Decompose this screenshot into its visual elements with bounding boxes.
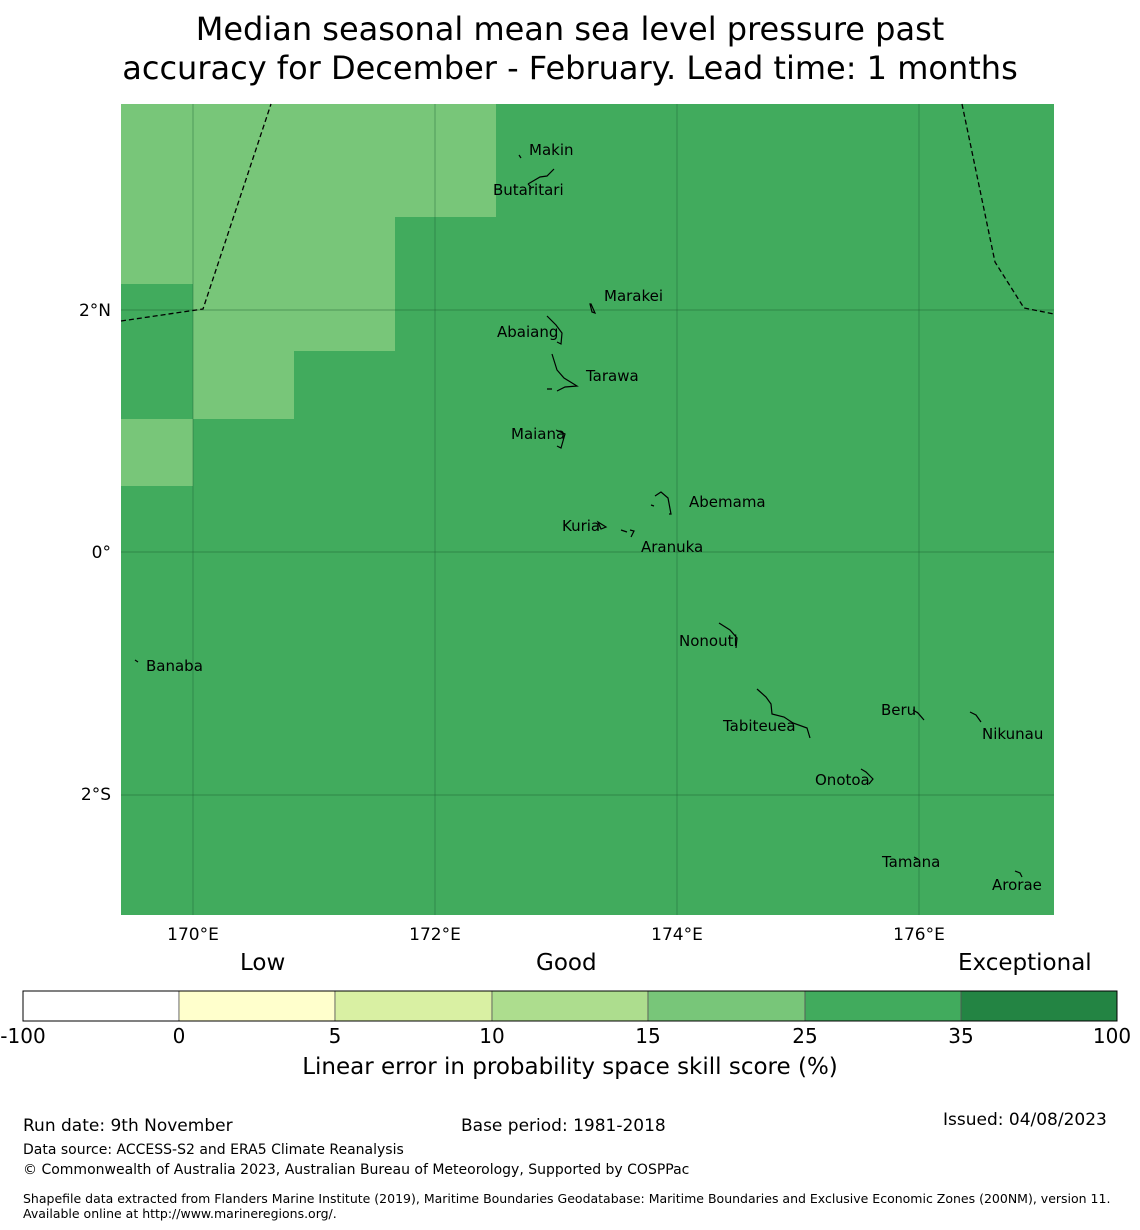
colorbar-category-good: Good xyxy=(536,950,597,976)
island-label: Nikunau xyxy=(982,725,1043,743)
y-tick-label: 2°S xyxy=(81,785,111,805)
copyright: © Commonwealth of Australia 2023, Austra… xyxy=(23,1162,690,1178)
base-period: Base period: 1981-2018 xyxy=(461,1116,666,1136)
island-shape-marakei xyxy=(589,303,597,314)
colorbar-category-low: Low xyxy=(240,950,286,976)
island-label: Onotoa xyxy=(815,771,870,789)
eez-boundary-east xyxy=(961,103,1055,315)
axis-labels: 170°E 172°E 174°E 176°E 2°N 0° 2°S xyxy=(79,301,945,945)
island-shape-abaiang xyxy=(546,315,563,345)
island-outlines xyxy=(134,154,1023,878)
island-label: Tamana xyxy=(881,853,940,871)
colorbar-tick: 15 xyxy=(635,1024,661,1048)
chart-title: Median seasonal mean sea level pressure … xyxy=(0,10,1140,88)
colorbar-segment xyxy=(334,990,493,1022)
island-label: Butaritari xyxy=(493,181,564,199)
colorbar-title: Linear error in probability space skill … xyxy=(302,1054,838,1080)
colorbar-tick: 0 xyxy=(172,1024,186,1048)
island-shape-tabiteuea xyxy=(756,688,811,739)
data-source: Data source: ACCESS-S2 and ERA5 Climate … xyxy=(23,1142,404,1158)
island-shape-kuria xyxy=(596,520,608,530)
eez-boundaries xyxy=(120,103,1055,322)
island-label: Tabiteuea xyxy=(722,717,796,735)
island-label: Banaba xyxy=(146,657,203,675)
colorbar-segment xyxy=(960,990,1118,1022)
island-label: Beru xyxy=(881,701,916,719)
colorbar xyxy=(22,990,1118,1022)
island-shape-beru xyxy=(912,709,925,721)
x-tick-label: 172°E xyxy=(409,925,461,945)
island-shape-onotoa xyxy=(860,768,874,785)
colorbar-segment xyxy=(22,990,180,1022)
island-shape-aranuka xyxy=(620,529,635,538)
gridlines xyxy=(121,104,1054,915)
island-label: Abaiang xyxy=(497,323,558,341)
colorbar-category-exceptional: Exceptional xyxy=(958,950,1092,976)
colorbar-tick: 5 xyxy=(328,1024,342,1048)
island-labels: Makin Butaritari Marakei Abaiang Tarawa … xyxy=(146,141,1043,894)
island-shape-tarawa xyxy=(547,353,579,392)
colorbar-frame xyxy=(22,990,1118,1022)
colorbar-segment xyxy=(804,990,962,1022)
island-label: Nonouti xyxy=(679,632,738,650)
colorbar-tick: -100 xyxy=(0,1024,46,1048)
island-label: Marakei xyxy=(604,287,663,305)
island-shape-butaritari xyxy=(527,168,555,188)
island-shape-banaba xyxy=(134,659,139,663)
island-shape-tamana xyxy=(913,856,919,860)
colorbar-segment xyxy=(647,990,806,1022)
colorbar-tick: 100 xyxy=(1092,1024,1132,1048)
issued-date: Issued: 04/08/2023 xyxy=(943,1110,1107,1130)
island-label: Kuria xyxy=(562,517,600,535)
colorbar-segment xyxy=(178,990,336,1022)
y-tick-label: 2°N xyxy=(79,301,111,321)
colorbar-tick: 10 xyxy=(479,1024,505,1048)
island-shape-nonouti xyxy=(718,622,738,649)
run-date: Run date: 9th November xyxy=(23,1116,233,1136)
island-shape-maiana xyxy=(555,429,566,449)
title-line-1: Median seasonal mean sea level pressure … xyxy=(195,10,945,48)
y-tick-label: 0° xyxy=(92,543,111,563)
island-shape-makin xyxy=(518,154,522,159)
island-label: Maiana xyxy=(511,425,565,443)
low-skill-region xyxy=(121,104,496,486)
x-tick-label: 174°E xyxy=(651,925,703,945)
title-line-2: accuracy for December - February. Lead t… xyxy=(122,49,1018,87)
island-shape-nikunau xyxy=(969,711,982,723)
island-label: Aranuka xyxy=(641,538,703,556)
colorbar-segment xyxy=(491,990,649,1022)
x-tick-label: 170°E xyxy=(167,925,219,945)
x-tick-label: 176°E xyxy=(893,925,945,945)
island-label: Abemama xyxy=(689,493,766,511)
island-label: Makin xyxy=(529,141,574,159)
colorbar-tick: 35 xyxy=(948,1024,974,1048)
colorbar-tick: 25 xyxy=(792,1024,818,1048)
shapefile-credit: Shapefile data extracted from Flanders M… xyxy=(23,1191,1111,1221)
island-shape-arorae xyxy=(1014,870,1023,878)
island-label: Arorae xyxy=(992,876,1042,894)
eez-boundary-west xyxy=(120,103,272,322)
island-shape-abemama xyxy=(650,491,672,515)
island-label: Tarawa xyxy=(585,367,639,385)
